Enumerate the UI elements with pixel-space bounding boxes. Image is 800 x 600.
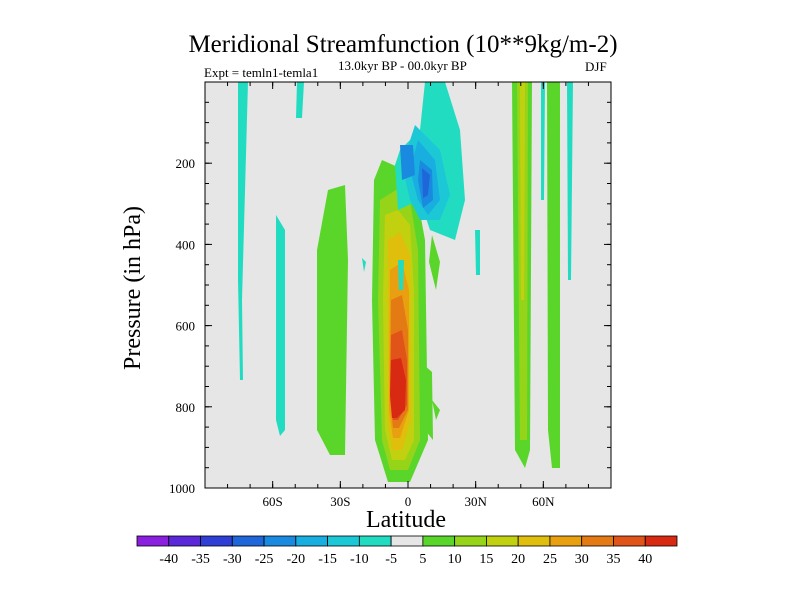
chart-title: Meridional Streamfunction (10**9kg/m-2) (188, 31, 617, 58)
x-tick-label: 60S (263, 494, 283, 509)
contour-stripe-70s (238, 82, 248, 380)
colorbar-swatch (549, 535, 583, 547)
colorbar: -40 -35 -30 -25 -20 -15 -10 -5 5 10 15 20 25 30 35 40 (136, 535, 678, 567)
colorbar-label: 40 (638, 552, 652, 567)
contour-stripe-45s (296, 82, 304, 118)
colorbar-label: -20 (286, 552, 305, 567)
x-axis-label: Latitude (366, 507, 446, 533)
x-tick-label: 0 (405, 494, 412, 509)
colorbar-swatch (358, 535, 392, 547)
contour-fills (238, 82, 573, 482)
colorbar-swatch (231, 535, 265, 547)
contour-blob-20s (362, 258, 366, 272)
colorbar-swatch (168, 535, 201, 547)
contour-band-52n (541, 82, 545, 200)
contour-patch-10n-a (429, 235, 440, 290)
contour-upper-neg-c (400, 145, 415, 180)
colorbar-swatch (263, 535, 297, 547)
y-axis-label: Pressure (in hPa) (120, 206, 146, 370)
contour-stripe-55s (276, 215, 285, 436)
plot-area: 60S 30S 0 30N 60N 200 400 600 800 1000 (169, 81, 612, 509)
contour-upper-neg-e (422, 168, 430, 198)
season-label: DJF (585, 59, 607, 74)
contour-band-70n (567, 82, 573, 280)
colorbar-label: 25 (543, 552, 557, 567)
contour-band-60n-core (520, 82, 525, 300)
colorbar-swatch (517, 535, 551, 547)
y-tick-label: 600 (176, 319, 196, 334)
axis-ticks: 60S 30S 0 30N 60N 200 400 600 800 1000 (169, 81, 612, 509)
colorbar-swatch (327, 535, 360, 547)
colorbar-swatch (581, 535, 614, 547)
colorbar-label: 15 (479, 552, 493, 567)
colorbar-swatch (454, 535, 487, 547)
colorbar-label: -25 (255, 552, 274, 567)
colorbar-label: -10 (350, 552, 369, 567)
contour-cell-35s (317, 185, 348, 455)
y-tick-label: 800 (176, 400, 196, 415)
x-tick-label: 30N (464, 494, 487, 509)
colorbar-swatch (613, 535, 646, 547)
colorbar-swatch (390, 535, 424, 547)
colorbar-swatch (200, 535, 233, 547)
colorbar-swatch (644, 535, 678, 547)
colorbar-swatch (295, 535, 328, 547)
colorbar-label: -40 (159, 552, 178, 567)
x-tick-label: 30S (330, 494, 350, 509)
y-tick-label: 200 (176, 156, 196, 171)
colorbar-label: -5 (385, 552, 397, 567)
contour-eq-40 (390, 358, 406, 418)
colorbar-swatch (486, 535, 519, 547)
y-tick-label: 1000 (169, 481, 195, 496)
contour-band-62n (547, 82, 560, 468)
contour-patch-20n-neg (475, 230, 480, 275)
y-tick-label: 400 (176, 237, 196, 252)
colorbar-swatch (422, 535, 456, 547)
experiment-label: Expt = temln1-temla1 (204, 65, 318, 80)
colorbar-label: 35 (606, 552, 620, 567)
chart-subtitle: 13.0kyr BP - 00.0kyr BP (338, 58, 467, 73)
colorbar-label: 30 (575, 552, 589, 567)
colorbar-label: -35 (191, 552, 210, 567)
contour-patch-10n-b (424, 365, 433, 440)
colorbar-label: -30 (223, 552, 242, 567)
colorbar-swatch (136, 535, 170, 547)
x-tick-label: 60N (532, 494, 555, 509)
contour-stripe-0-upper (398, 260, 404, 290)
colorbar-label: 20 (511, 552, 525, 567)
colorbar-label: 10 (448, 552, 462, 567)
colorbar-label: -15 (318, 552, 337, 567)
colorbar-label: 5 (419, 552, 426, 567)
contour-patch-12n (432, 400, 440, 420)
